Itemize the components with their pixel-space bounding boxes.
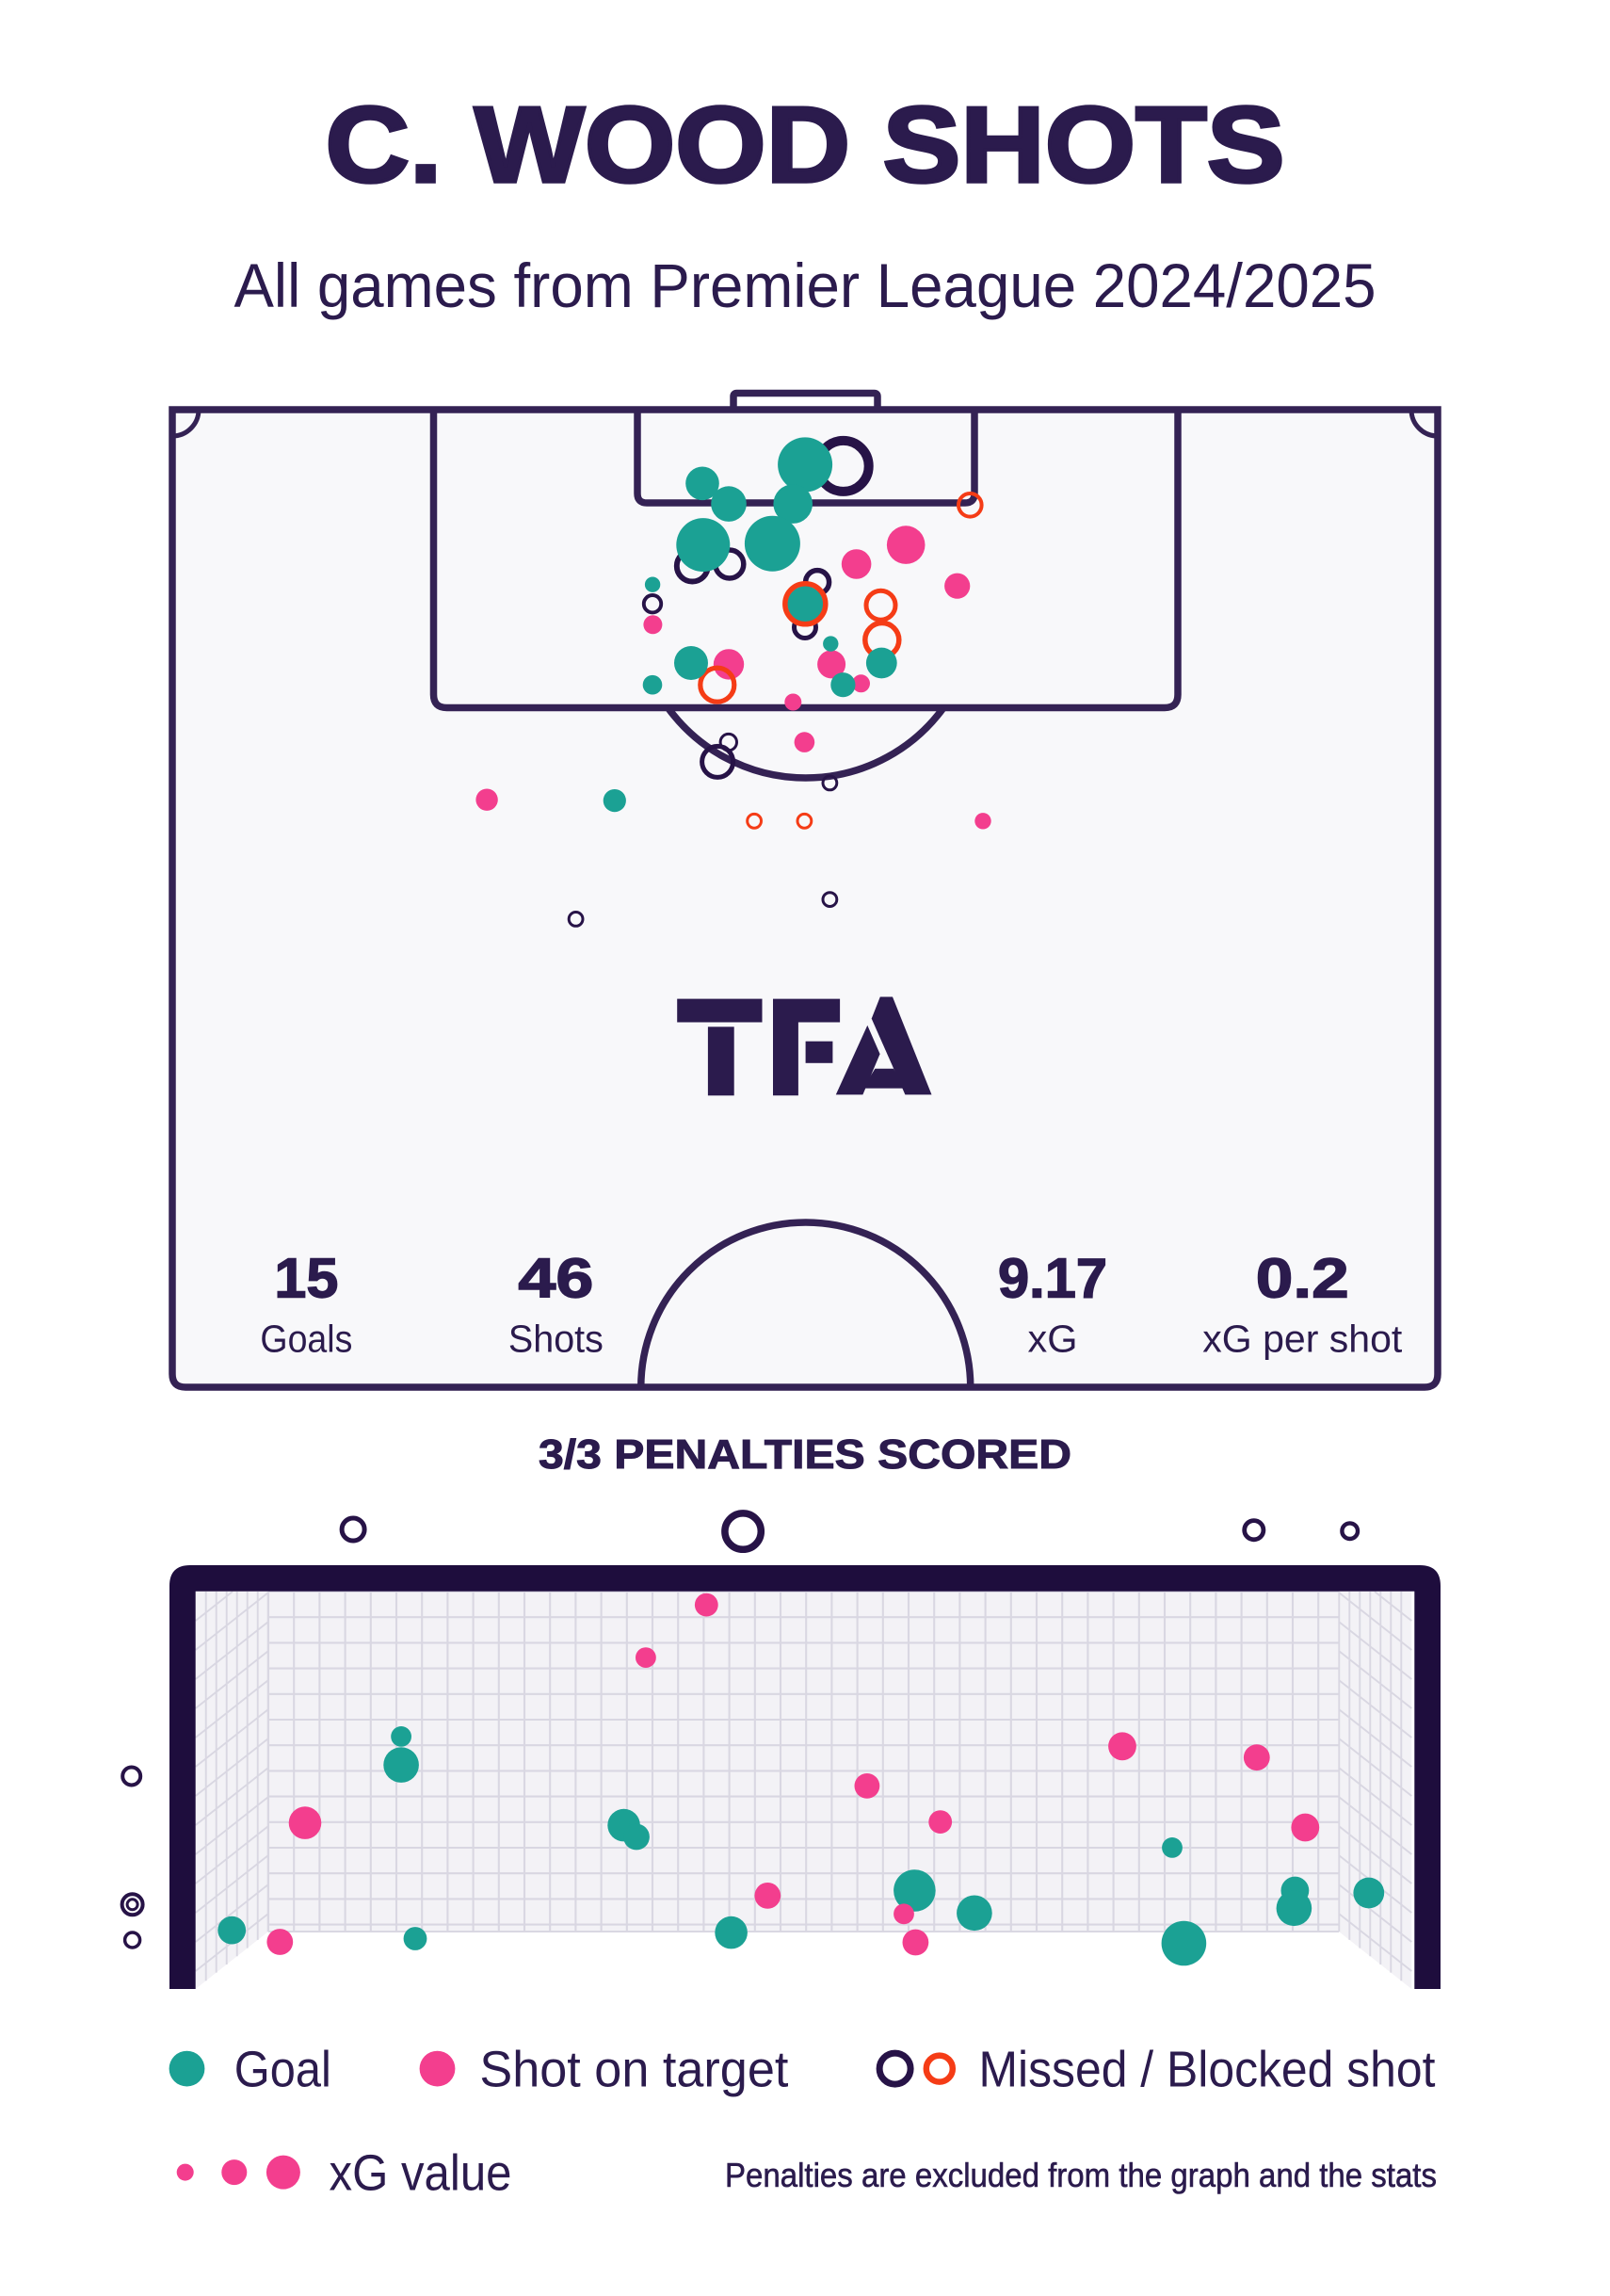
svg-text:xG value: xG value (330, 2145, 512, 2202)
svg-text:3/3 PENALTIES SCORED: 3/3 PENALTIES SCORED (539, 1431, 1071, 1478)
svg-text:0.2: 0.2 (1256, 1248, 1349, 1310)
svg-text:C. WOOD SHOTS: C. WOOD SHOTS (326, 86, 1285, 205)
svg-text:Shot on target: Shot on target (479, 2042, 788, 2098)
svg-text:xG: xG (1028, 1318, 1078, 1361)
svg-text:46: 46 (518, 1248, 593, 1310)
svg-text:15: 15 (274, 1248, 338, 1310)
svg-text:Shots: Shots (508, 1318, 604, 1361)
svg-text:xG per shot: xG per shot (1202, 1318, 1403, 1361)
svg-text:Penalties are excluded from th: Penalties are excluded from the graph an… (725, 2156, 1437, 2194)
svg-text:Goal: Goal (234, 2042, 331, 2098)
svg-text:9.17: 9.17 (998, 1248, 1107, 1310)
svg-text:All games from Premier League: All games from Premier League 2024/2025 (234, 251, 1377, 320)
svg-text:Missed / Blocked shot: Missed / Blocked shot (979, 2042, 1436, 2098)
svg-text:Goals: Goals (260, 1318, 352, 1361)
